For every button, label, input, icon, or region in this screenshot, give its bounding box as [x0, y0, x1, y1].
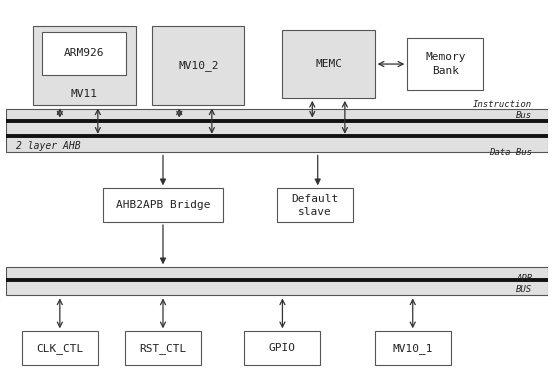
Text: MEMC: MEMC	[315, 59, 342, 69]
Bar	[407, 38, 483, 90]
Text: Data Bus: Data Bus	[489, 148, 532, 157]
Text: ARM926: ARM926	[64, 48, 105, 58]
Text: MV10_2: MV10_2	[178, 60, 218, 71]
Bar	[277, 188, 353, 222]
Bar	[375, 331, 451, 365]
Text: 2 layer AHB: 2 layer AHB	[17, 141, 81, 151]
Text: Memory
Bank: Memory Bank	[425, 53, 465, 76]
Bar	[125, 331, 201, 365]
Bar	[152, 26, 244, 106]
Bar	[22, 331, 98, 365]
Bar	[103, 188, 223, 222]
Text: Instruction
Bus: Instruction Bus	[473, 100, 532, 120]
Text: Default
slave: Default slave	[291, 194, 338, 217]
Text: MV10_1: MV10_1	[392, 343, 433, 354]
Bar	[43, 32, 126, 75]
Bar	[244, 331, 320, 365]
Text: APB
BUS: APB BUS	[516, 275, 532, 294]
Text: GPIO: GPIO	[269, 343, 296, 353]
Bar	[283, 30, 375, 98]
Bar	[33, 26, 136, 106]
Text: MV11: MV11	[71, 89, 98, 99]
Bar	[6, 109, 548, 152]
Text: RST_CTL: RST_CTL	[140, 343, 187, 354]
Bar	[6, 267, 548, 296]
Text: CLK_CTL: CLK_CTL	[36, 343, 84, 354]
Text: AHB2APB Bridge: AHB2APB Bridge	[116, 200, 210, 210]
